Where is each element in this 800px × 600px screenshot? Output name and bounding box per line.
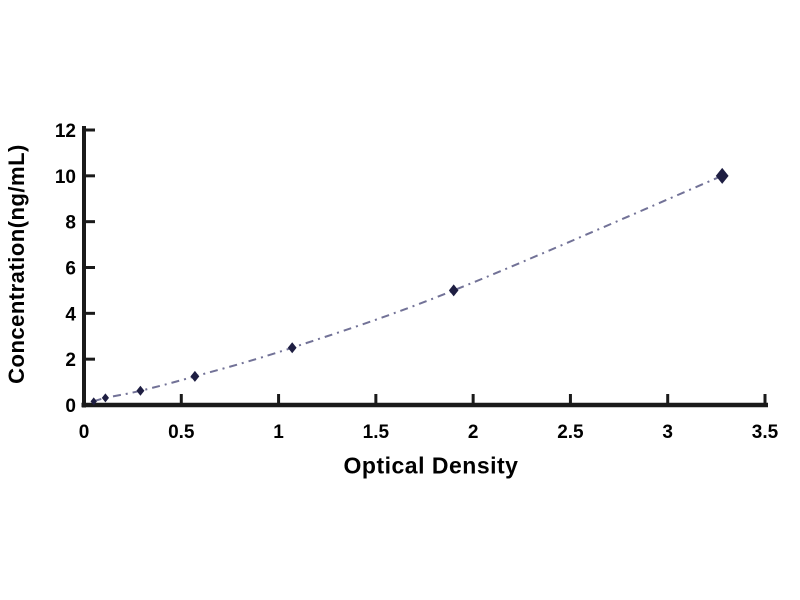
y-tick-label: 10 [55,167,76,188]
data-point-marker [190,370,200,382]
y-tick-label: 2 [65,350,76,371]
y-tick-label: 12 [55,121,76,142]
y-tick-label: 6 [65,259,76,280]
data-point-marker [715,167,729,184]
x-tick-label: 2.5 [557,422,584,443]
x-tick-label: 0.5 [168,422,195,443]
data-point-marker [287,342,297,354]
y-tick-label: 4 [65,304,76,325]
x-tick-label: 3.5 [752,422,779,443]
x-tick-label: 1 [273,422,284,443]
y-axis-title: Concentration(ng/mL) [4,144,29,384]
x-tick-label: 1.5 [363,422,390,443]
x-tick-label: 0 [79,422,90,443]
y-tick-label: 8 [65,213,76,234]
curve-line [93,174,723,403]
x-tick-label: 3 [662,422,673,443]
x-tick-label: 2 [468,422,479,443]
data-point-marker [448,284,459,297]
x-axis-title: Optical Density [343,452,519,479]
data-point-marker [101,393,110,403]
data-point-marker [90,397,97,406]
data-point-marker [136,385,145,396]
y-tick-label: 0 [65,396,76,417]
